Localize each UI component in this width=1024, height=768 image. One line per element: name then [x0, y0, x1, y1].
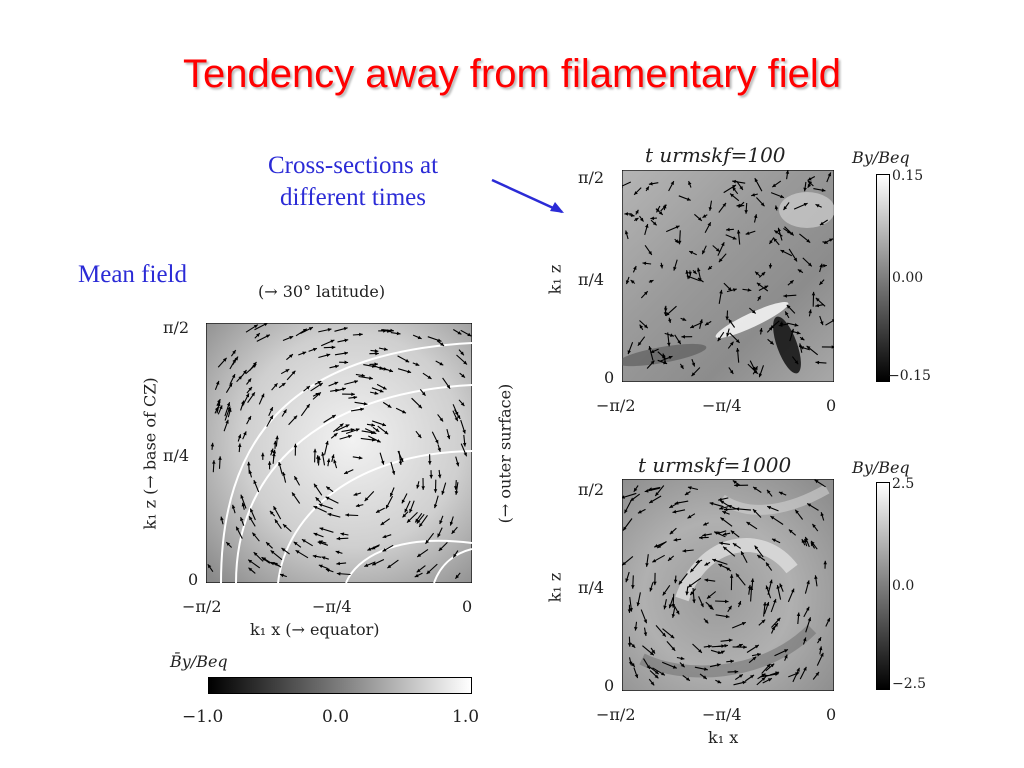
- t100-xtick-right: 0: [826, 396, 837, 415]
- t100-ytick-top: π/2: [578, 168, 605, 187]
- t1000-xtick-mid: −π/4: [702, 705, 742, 724]
- mean-xtick-left: −π/2: [182, 597, 222, 616]
- t100-arrows: [622, 170, 834, 378]
- mean-colorbar-label: B̄y/Beq: [170, 652, 228, 671]
- t1000-cbar-tick-bottom: −2.5: [892, 676, 926, 692]
- t100-colorbar: [876, 174, 890, 382]
- t1000-plot: [622, 479, 834, 691]
- t1000-xtick-left: −π/2: [596, 705, 636, 724]
- t100-colorbar-label: By/Beq: [852, 148, 910, 167]
- t1000-ytick-mid: π/4: [578, 578, 605, 597]
- mean-x-axis-label: k₁ x (→ equator): [250, 620, 380, 639]
- mean-cbar-tick-max: 1.0: [452, 707, 480, 727]
- t100-ytick-mid: π/4: [578, 270, 605, 289]
- t1000-colorbar: [876, 482, 890, 690]
- mean-cbar-tick-mid: 0.0: [322, 707, 350, 727]
- t1000-ytick-bottom: 0: [604, 676, 615, 695]
- t100-ytick-bottom: 0: [604, 368, 615, 387]
- t100-plot: [622, 170, 834, 382]
- t1000-xtick-right: 0: [826, 705, 837, 724]
- t100-cbar-tick-bottom: −0.15: [888, 368, 931, 384]
- mean-xtick-right: 0: [462, 597, 473, 616]
- t1000-x-axis-label: k₁ x: [708, 728, 739, 747]
- t1000-ytick-top: π/2: [578, 480, 605, 499]
- pointer-arrow: [491, 178, 564, 214]
- t100-xtick-left: −π/2: [596, 396, 636, 415]
- mean-colorbar: [208, 677, 472, 694]
- mean-top-label: (→ 30° latitude): [258, 282, 386, 301]
- t1000-y-axis-label: k₁ z: [545, 572, 565, 603]
- mean-field-note: Mean field: [78, 261, 187, 288]
- t1000-colorbar-label: By/Beq: [852, 458, 910, 477]
- mean-right-label: (→ outer surface): [495, 383, 515, 524]
- t100-xtick-mid: −π/4: [702, 396, 742, 415]
- mean-cbar-tick-min: −1.0: [182, 707, 224, 727]
- cross-sections-note: Cross-sections at different times: [267, 152, 439, 211]
- slide-title: Tendency away from filamentary field: [182, 52, 842, 96]
- mean-ytick-mid: π/4: [163, 446, 190, 465]
- t100-title: t urmskf=100: [645, 143, 786, 167]
- t100-y-axis-label: k₁ z: [545, 264, 565, 295]
- t100-cbar-tick-mid: 0.00: [892, 270, 924, 286]
- t100-cbar-tick-top: 0.15: [892, 168, 924, 184]
- t1000-title: t urmskf=1000: [638, 453, 792, 477]
- mean-field-plot: [206, 323, 472, 583]
- mean-xtick-mid: −π/4: [312, 597, 352, 616]
- t1000-cbar-tick-mid: 0.0: [892, 578, 915, 594]
- mean-ytick-bottom: 0: [188, 570, 199, 589]
- t1000-arrows: [622, 479, 831, 686]
- mean-arrows: [207, 323, 472, 580]
- mean-y-axis-label: k₁ z (→ base of CZ): [140, 377, 160, 530]
- mean-ytick-top: π/2: [163, 318, 190, 337]
- t1000-cbar-tick-top: 2.5: [892, 476, 915, 492]
